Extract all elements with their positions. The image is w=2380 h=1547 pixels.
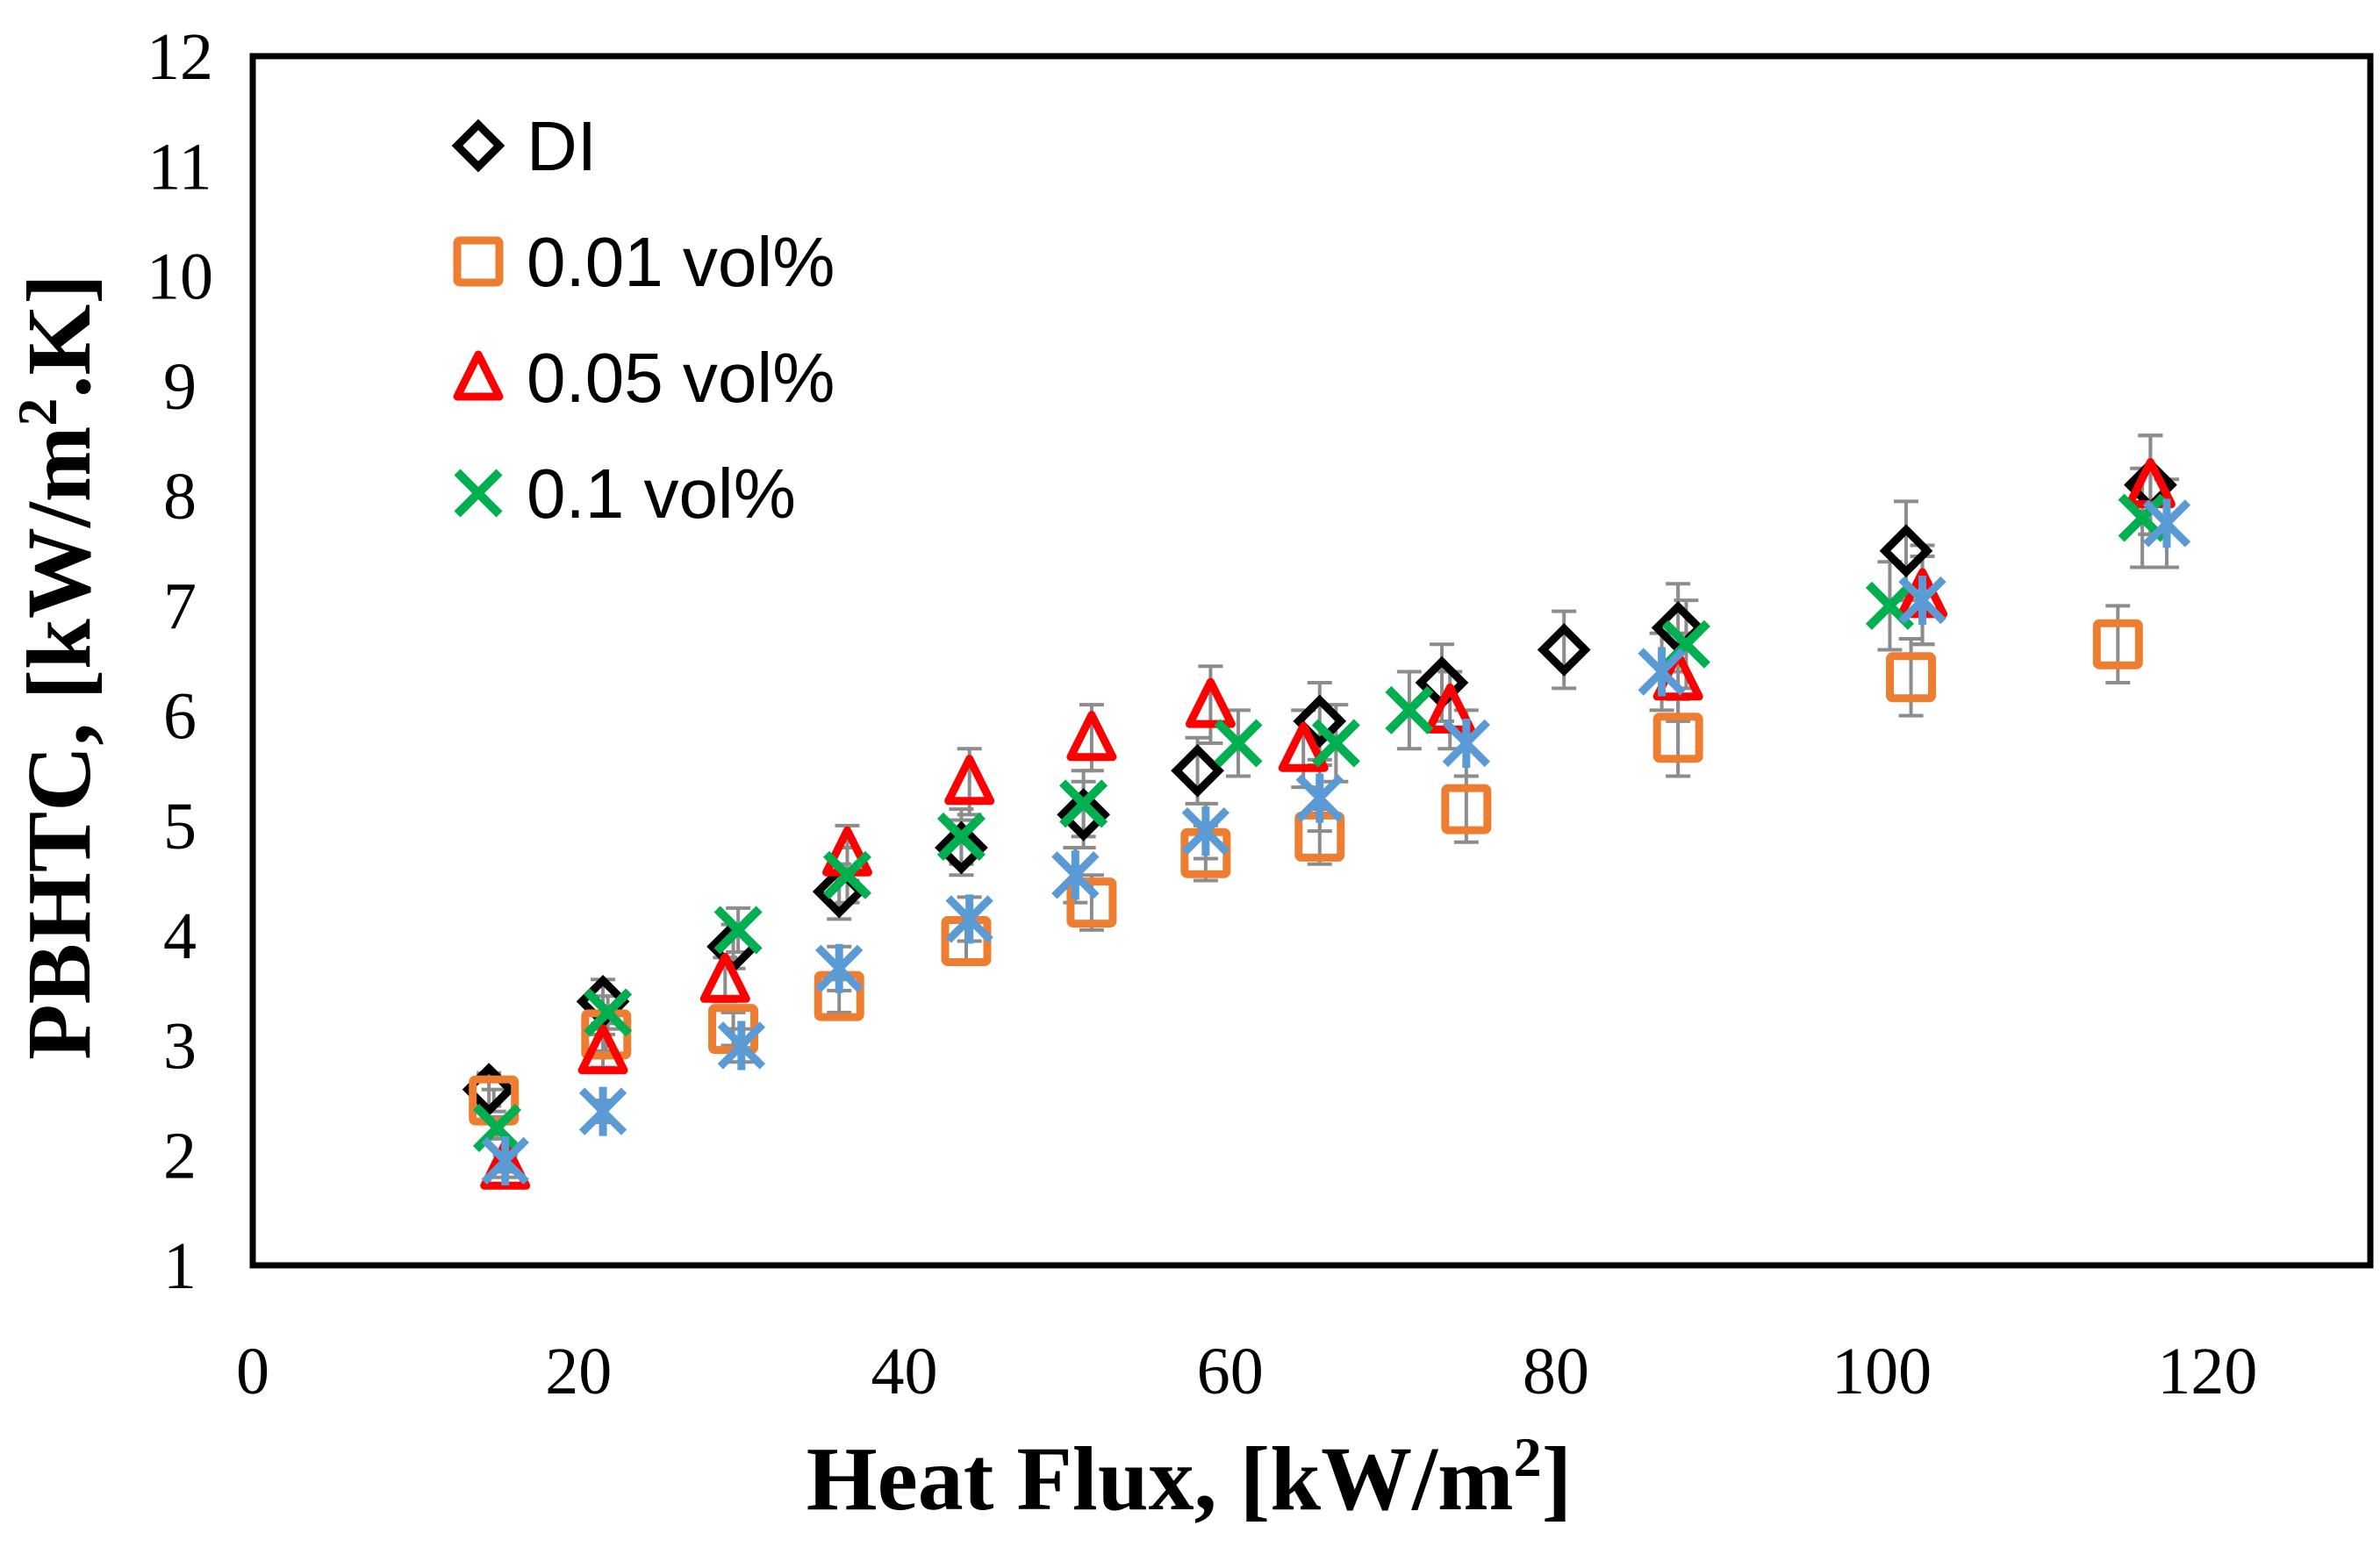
- legend-marker: [454, 469, 503, 518]
- data-point: [1293, 694, 1347, 748]
- data-point: [1057, 788, 1111, 842]
- data-point: [944, 755, 995, 806]
- data-point: [480, 1139, 531, 1190]
- legend: DI 0.01 vol% 0.05 vol% 0.1 vol%: [451, 107, 835, 533]
- data-point: [717, 1021, 766, 1071]
- data-point: [1051, 850, 1100, 900]
- x-tick-label: 100: [1832, 1335, 1932, 1408]
- data-point: [1886, 652, 1937, 703]
- y-tick-label: 5: [163, 790, 197, 863]
- data-point: [822, 850, 872, 899]
- y-tick-label: 1: [163, 1229, 197, 1303]
- y-tick-label: 9: [163, 350, 197, 424]
- data-point: [1185, 677, 1236, 728]
- data-point: [578, 1086, 627, 1136]
- legend-label: 0.1 vol%: [527, 455, 796, 533]
- data-point: [1066, 877, 1117, 928]
- error-bar: [2105, 604, 2131, 685]
- data-point: [481, 1135, 529, 1185]
- data-point: [1652, 713, 1703, 763]
- data-point: [577, 1024, 628, 1075]
- y-tick-label: 6: [163, 680, 197, 754]
- x-tick-label: 80: [1523, 1335, 1589, 1408]
- y-tick-label: 11: [147, 130, 211, 204]
- data-point: [1879, 524, 1933, 578]
- data-point: [1295, 773, 1344, 823]
- x-tick-label: 40: [871, 1335, 937, 1408]
- y-tick-label: 4: [163, 899, 197, 973]
- x-tick-label: 20: [545, 1335, 612, 1408]
- data-point: [713, 906, 763, 955]
- y-axis-title: PBHTC, [kW/m2.K]: [6, 274, 110, 1060]
- data-point: [699, 952, 750, 1003]
- plot-area-border: [249, 53, 2374, 1269]
- data-point: [1059, 779, 1108, 828]
- x-axis-title: Heat Flux, [kW/m2]: [806, 1426, 1573, 1529]
- data-point: [1311, 719, 1360, 768]
- data-point: [1537, 623, 1591, 677]
- x-tick-label: 0: [236, 1335, 269, 1408]
- y-tick-label: 2: [163, 1120, 197, 1193]
- data-point: [815, 943, 864, 993]
- data-point: [584, 988, 633, 1037]
- legend-label: 0.01 vol%: [527, 223, 835, 301]
- y-tick-label: 8: [163, 460, 197, 534]
- x-tick-label: 60: [1197, 1335, 1264, 1408]
- data-point: [1441, 784, 1492, 834]
- x-axis-ticks: 0 20 40 60 80 100 120: [236, 1335, 2257, 1408]
- legend-marker: [453, 350, 504, 401]
- data-point: [1171, 743, 1224, 798]
- data-point: [936, 812, 986, 861]
- y-tick-label: 12: [147, 20, 213, 94]
- data-point: [2092, 619, 2143, 670]
- data-point: [1898, 576, 1946, 626]
- legend-label: DI: [527, 107, 597, 185]
- data-point: [1442, 718, 1491, 768]
- data-point: [945, 894, 993, 944]
- data-point: [1385, 685, 1434, 734]
- y-tick-label: 3: [163, 1009, 197, 1083]
- data-point: [1638, 647, 1686, 697]
- data-point: [1066, 711, 1117, 762]
- data-point: [2142, 498, 2191, 548]
- data-point: [935, 820, 988, 875]
- x-tick-label: 120: [2157, 1335, 2257, 1408]
- y-tick-label: 10: [147, 240, 213, 314]
- data-point: [1278, 721, 1329, 772]
- legend-marker: [451, 118, 505, 173]
- y-tick-label: 7: [163, 569, 197, 643]
- data-markers: [462, 458, 2191, 1190]
- legend-marker: [453, 236, 504, 287]
- error-bar: [1898, 636, 1924, 718]
- legend-label: 0.05 vol%: [527, 339, 835, 417]
- data-point: [1214, 719, 1263, 768]
- data-point: [1181, 806, 1230, 856]
